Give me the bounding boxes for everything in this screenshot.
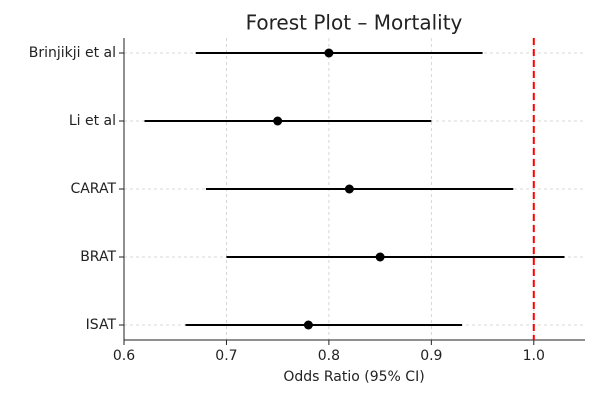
x-tick-label: 0.9 [420, 348, 442, 364]
point-estimate [344, 184, 354, 194]
x-tick-label: 1.0 [523, 348, 545, 364]
point-estimate [303, 320, 313, 330]
x-axis-label: Odds Ratio (95% CI) [283, 369, 424, 385]
x-tick-label: 0.7 [215, 348, 237, 364]
point-estimate [324, 48, 334, 58]
chart-title: Forest Plot – Mortality [246, 11, 463, 35]
point-estimate [375, 252, 385, 262]
point-estimate [273, 116, 283, 126]
x-tick-label: 0.8 [318, 348, 340, 364]
x-tick-label: 0.6 [113, 348, 135, 364]
y-tick-label: CARAT [70, 181, 116, 197]
y-tick-label: Brinjikji et al [29, 45, 116, 61]
y-tick-label: Li et al [69, 113, 116, 129]
y-tick-label: ISAT [86, 317, 117, 333]
y-tick-label: BRAT [80, 249, 116, 265]
